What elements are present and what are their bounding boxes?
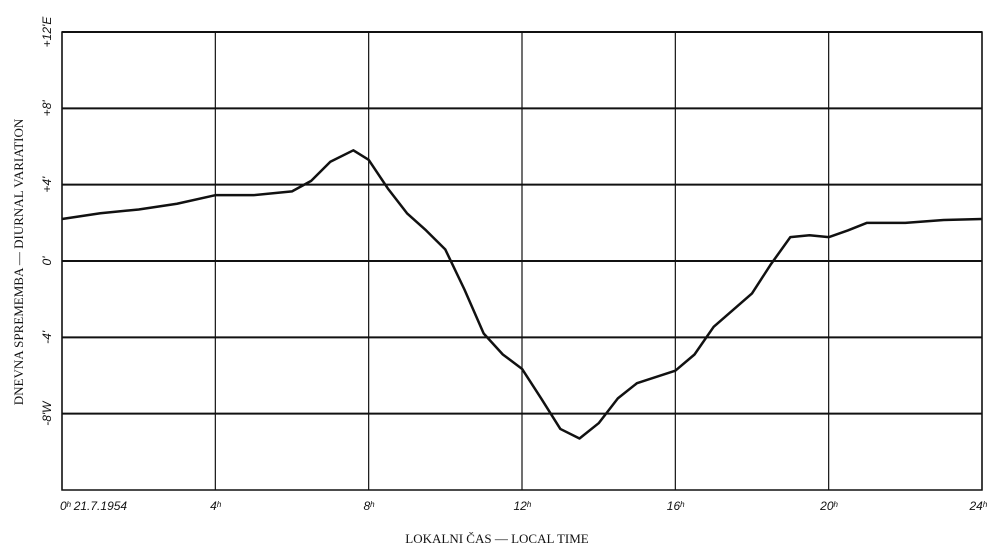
x-axis-label: LOKALNI ČAS — LOCAL TIME [405, 531, 588, 546]
y-tick-label: +4' [40, 176, 54, 193]
y-tick-label: 0' [40, 256, 54, 266]
x-tick-label: 4ʰ [210, 499, 222, 513]
x-tick-label: 20ʰ [819, 499, 838, 513]
y-tick-label: -8'W [40, 400, 54, 426]
x-tick-label: 24ʰ [968, 499, 987, 513]
y-tick-label: +12'E [40, 16, 54, 48]
y-axis-label: DNEVNA SPREMEMBA — DIURNAL VARIATION [11, 118, 26, 405]
data-line [61, 149, 983, 440]
y-tick-label: +8' [40, 100, 54, 117]
y-tick-label: -4' [40, 330, 54, 344]
x-tick-label: 0ʰ 21.7.1954 [60, 499, 127, 513]
x-tick-label: 8ʰ [363, 499, 375, 513]
x-tick-label: 16ʰ [667, 499, 685, 513]
x-tick-label: 12ʰ [513, 499, 531, 513]
